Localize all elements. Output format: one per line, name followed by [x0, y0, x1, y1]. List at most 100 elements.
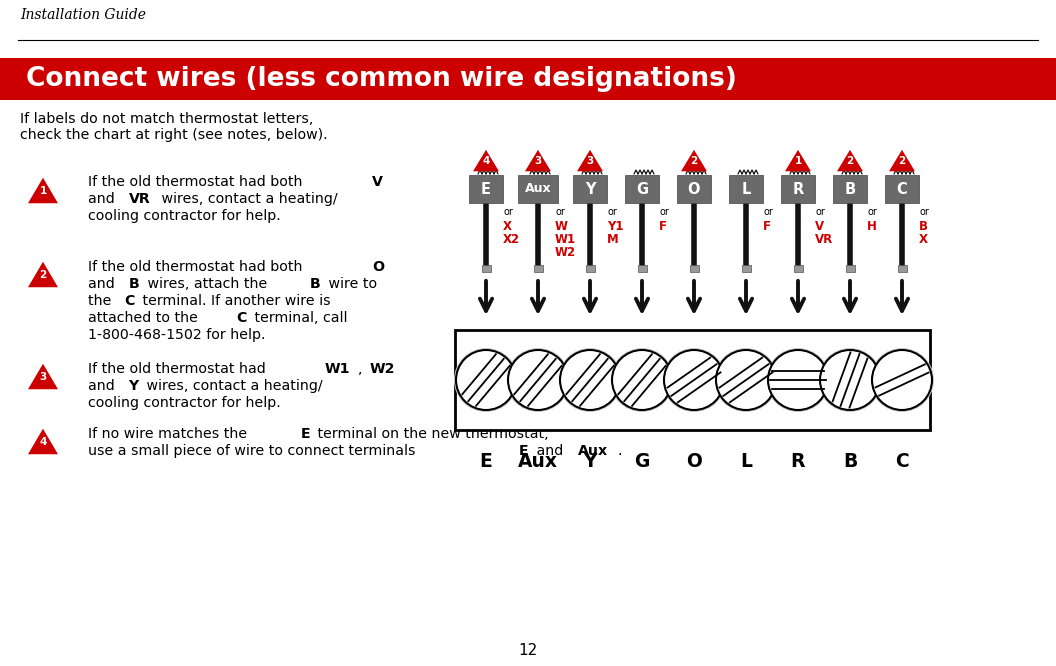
Text: 1: 1: [39, 186, 46, 196]
Circle shape: [821, 350, 880, 410]
Text: O: O: [373, 260, 384, 274]
Circle shape: [768, 350, 828, 410]
Text: V: V: [373, 175, 383, 189]
Circle shape: [662, 348, 727, 412]
Circle shape: [872, 350, 932, 410]
Text: 2: 2: [899, 156, 906, 166]
Text: R: R: [791, 452, 806, 471]
Text: wires, attach the: wires, attach the: [143, 277, 271, 291]
Text: X: X: [503, 220, 512, 233]
Text: E: E: [301, 427, 310, 441]
Text: W: W: [555, 220, 568, 233]
Circle shape: [818, 348, 882, 412]
Text: L: L: [740, 452, 752, 471]
Text: 3: 3: [39, 372, 46, 382]
Text: E: E: [479, 452, 492, 471]
Text: or: or: [659, 207, 668, 217]
Text: X2: X2: [503, 233, 521, 246]
Text: 4: 4: [39, 437, 46, 447]
Text: If the old thermostat had both: If the old thermostat had both: [88, 175, 307, 189]
Text: H: H: [867, 220, 876, 233]
Bar: [898, 265, 906, 272]
Text: use a small piece of wire to connect terminals: use a small piece of wire to connect ter…: [88, 444, 420, 458]
Text: Installation Guide: Installation Guide: [20, 8, 146, 22]
Circle shape: [456, 350, 516, 410]
Text: X: X: [919, 233, 928, 246]
Bar: [729, 175, 763, 203]
Polygon shape: [785, 150, 811, 171]
Bar: [677, 175, 711, 203]
Text: wires, contact a heating/: wires, contact a heating/: [157, 192, 338, 206]
Text: W2: W2: [370, 362, 395, 376]
Text: W2: W2: [555, 246, 577, 259]
Circle shape: [870, 348, 934, 412]
Circle shape: [612, 350, 672, 410]
Text: If no wire matches the: If no wire matches the: [88, 427, 251, 441]
Text: 12: 12: [518, 643, 538, 658]
Text: VR: VR: [815, 233, 833, 246]
Text: O: O: [687, 182, 700, 196]
Text: attached to the: attached to the: [88, 311, 203, 325]
Text: and: and: [88, 192, 119, 206]
Text: or: or: [867, 207, 876, 217]
Text: E: E: [480, 182, 491, 196]
Text: and: and: [88, 277, 119, 291]
Text: W1: W1: [555, 233, 577, 246]
Bar: [625, 175, 659, 203]
Circle shape: [766, 348, 830, 412]
Text: If the old thermostat had: If the old thermostat had: [88, 362, 270, 376]
Circle shape: [610, 348, 674, 412]
Bar: [573, 175, 607, 203]
Text: terminal on the new thermostat,: terminal on the new thermostat,: [313, 427, 549, 441]
Bar: [0, 58, 1056, 100]
Bar: [469, 175, 503, 203]
Text: 1: 1: [794, 156, 802, 166]
Bar: [518, 175, 558, 203]
Text: F: F: [763, 220, 771, 233]
Circle shape: [560, 350, 620, 410]
Bar: [690, 265, 698, 272]
Text: or: or: [503, 207, 513, 217]
Bar: [585, 265, 595, 272]
Polygon shape: [889, 150, 914, 171]
Circle shape: [714, 348, 778, 412]
Bar: [846, 265, 854, 272]
Bar: [533, 265, 543, 272]
Text: B: B: [845, 182, 855, 196]
Circle shape: [454, 348, 518, 412]
Text: 2: 2: [39, 270, 46, 280]
Text: 3: 3: [586, 156, 593, 166]
Bar: [455, 330, 930, 430]
Bar: [781, 175, 815, 203]
Circle shape: [664, 350, 724, 410]
Text: terminal, call: terminal, call: [250, 311, 347, 325]
Text: G: G: [635, 452, 649, 471]
Text: wire to: wire to: [324, 277, 377, 291]
Text: check the chart at right (see notes, below).: check the chart at right (see notes, bel…: [20, 128, 327, 142]
Text: or: or: [607, 207, 617, 217]
Text: If the old thermostat had both: If the old thermostat had both: [88, 260, 307, 274]
Bar: [833, 175, 867, 203]
Polygon shape: [29, 178, 58, 203]
Text: or: or: [815, 207, 825, 217]
Text: Y: Y: [583, 452, 597, 471]
Text: or: or: [919, 207, 929, 217]
Text: and: and: [88, 379, 119, 393]
Text: E: E: [520, 444, 529, 458]
Text: F: F: [659, 220, 667, 233]
Text: M: M: [607, 233, 619, 246]
Text: Y1: Y1: [607, 220, 623, 233]
Text: R: R: [792, 182, 804, 196]
Text: O: O: [686, 452, 702, 471]
Text: cooling contractor for help.: cooling contractor for help.: [88, 396, 281, 410]
Text: 2: 2: [846, 156, 853, 166]
Bar: [885, 175, 919, 203]
Text: C: C: [125, 294, 134, 308]
Polygon shape: [473, 150, 499, 171]
Text: B: B: [129, 277, 139, 291]
Text: Connect wires (less common wire designations): Connect wires (less common wire designat…: [26, 66, 737, 92]
Polygon shape: [29, 262, 58, 287]
Text: L: L: [741, 182, 751, 196]
Text: B: B: [309, 277, 321, 291]
Circle shape: [716, 350, 776, 410]
